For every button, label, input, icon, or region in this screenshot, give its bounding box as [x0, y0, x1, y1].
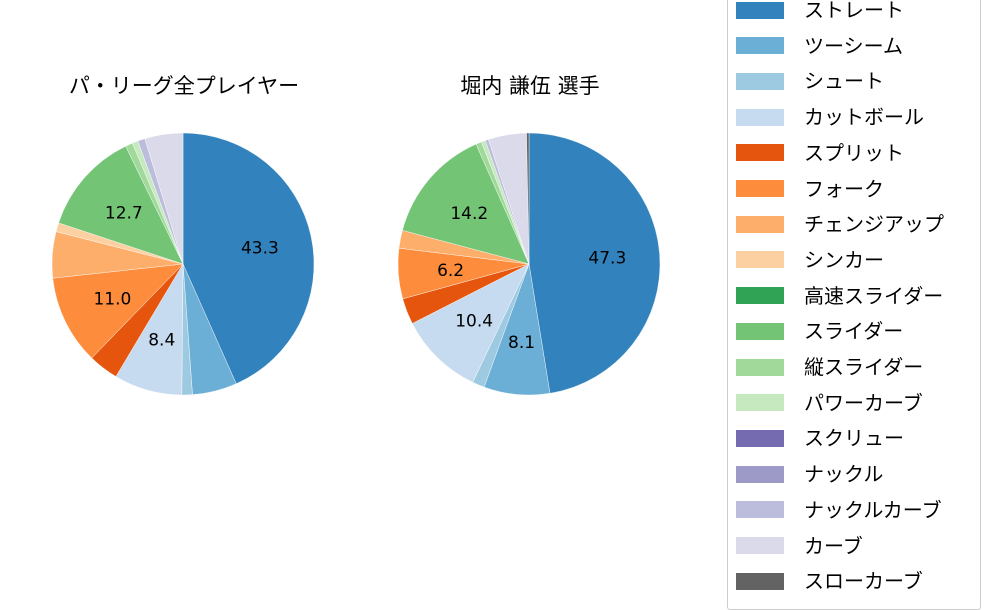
- legend-swatch: [736, 394, 784, 412]
- legend-item: ツーシーム: [736, 36, 903, 56]
- pie-slice: [58, 145, 184, 265]
- legend-item: スプリット: [736, 143, 904, 163]
- legend-item: スローカーブ: [736, 571, 923, 591]
- slice-percent-label: 12.7: [105, 203, 143, 223]
- legend-swatch: [736, 108, 784, 126]
- legend-item: チェンジアップ: [736, 214, 944, 234]
- legend-item: ストレート: [736, 0, 904, 20]
- pie-charts: 43.3 8.4 11.0 12.7 47.3 8.1 10.4 6.2 14.2: [51, 132, 661, 396]
- legend: ストレートツーシームシュートカットボール スプリットフォークチェンジアップ シンカー…: [727, 0, 981, 610]
- legend-swatch: [736, 465, 784, 483]
- legend-label: チェンジアップ: [804, 212, 944, 237]
- legend-label: 縦スライダー: [804, 355, 924, 379]
- slice-percent-label: 8.1: [508, 333, 535, 353]
- legend-swatch: [736, 215, 784, 233]
- pie-slice: [411, 263, 530, 383]
- legend-item: ナックル: [736, 464, 883, 484]
- legend-swatch: [736, 537, 784, 554]
- slice-percent-label: 47.3: [588, 249, 626, 269]
- legend-label: スライダー: [804, 319, 904, 344]
- legend-label: シュート: [804, 69, 884, 94]
- pie-slice: [182, 132, 315, 384]
- legend-label: カーブ: [804, 533, 863, 558]
- pie-slice: [402, 143, 530, 265]
- legend-item: カーブ: [736, 536, 863, 556]
- legend-swatch: [736, 572, 784, 590]
- legend-item: スクリュー: [736, 428, 904, 448]
- pie-slice: [144, 132, 184, 265]
- legend-item: 縦スライダー: [736, 357, 923, 377]
- chart-title-player: 堀内 謙伍 選手: [460, 74, 600, 98]
- slice-percent-label: 11.0: [93, 290, 131, 310]
- legend-item: カットボール: [736, 107, 924, 127]
- legend-label: スプリット: [804, 140, 904, 165]
- legend-item: スライダー: [736, 321, 903, 341]
- legend-swatch: [736, 322, 784, 340]
- pie-slice: [528, 132, 661, 394]
- legend-label: フォーク: [804, 176, 884, 201]
- slice-percent-label: 10.4: [455, 311, 493, 331]
- legend-label: スクリュー: [804, 426, 904, 451]
- chart-title-league: パ・リーグ全プレイヤー: [68, 74, 300, 98]
- legend-item: シンカー: [736, 250, 884, 270]
- legend-swatch: [736, 287, 784, 305]
- legend-label: ツーシーム: [804, 33, 903, 58]
- legend-label: シンカー: [804, 247, 884, 272]
- legend-swatch: [736, 429, 784, 447]
- legend-swatch: [736, 501, 784, 519]
- slice-percent-label: 8.4: [148, 331, 175, 351]
- legend-item: フォーク: [736, 179, 884, 199]
- legend-item: 高速スライダー: [736, 286, 943, 306]
- legend-swatch: [736, 251, 784, 269]
- pie-slice: [526, 132, 530, 265]
- legend-item: パワーカーブ: [736, 393, 923, 413]
- legend-swatch: [736, 37, 784, 55]
- pie-slice: [52, 263, 184, 359]
- legend-label: ナックルカーブ: [804, 497, 942, 522]
- legend-label: パワーカーブ: [804, 390, 923, 415]
- legend-item: シュート: [736, 71, 884, 91]
- legend-item: ナックルカーブ: [736, 500, 942, 520]
- pie-player: 47.3 8.1 10.4 6.2 14.2: [397, 132, 661, 396]
- legend-swatch: [736, 72, 784, 90]
- legend-label: 高速スライダー: [804, 283, 944, 308]
- legend-swatch: [736, 358, 784, 376]
- legend-swatch: [736, 144, 784, 162]
- legend-label: ストレート: [804, 0, 904, 22]
- legend-label: ナックル: [804, 462, 884, 487]
- legend-swatch: [736, 180, 784, 197]
- legend-label: カットボール: [804, 105, 924, 130]
- pie-league: 43.3 8.4 11.0 12.7: [51, 132, 315, 396]
- legend-label: スローカーブ: [804, 569, 923, 594]
- legend-swatch: [736, 1, 784, 19]
- slice-percent-label: 43.3: [241, 239, 279, 259]
- slice-percent-label: 14.2: [450, 204, 488, 224]
- slice-percent-label: 6.2: [437, 261, 464, 281]
